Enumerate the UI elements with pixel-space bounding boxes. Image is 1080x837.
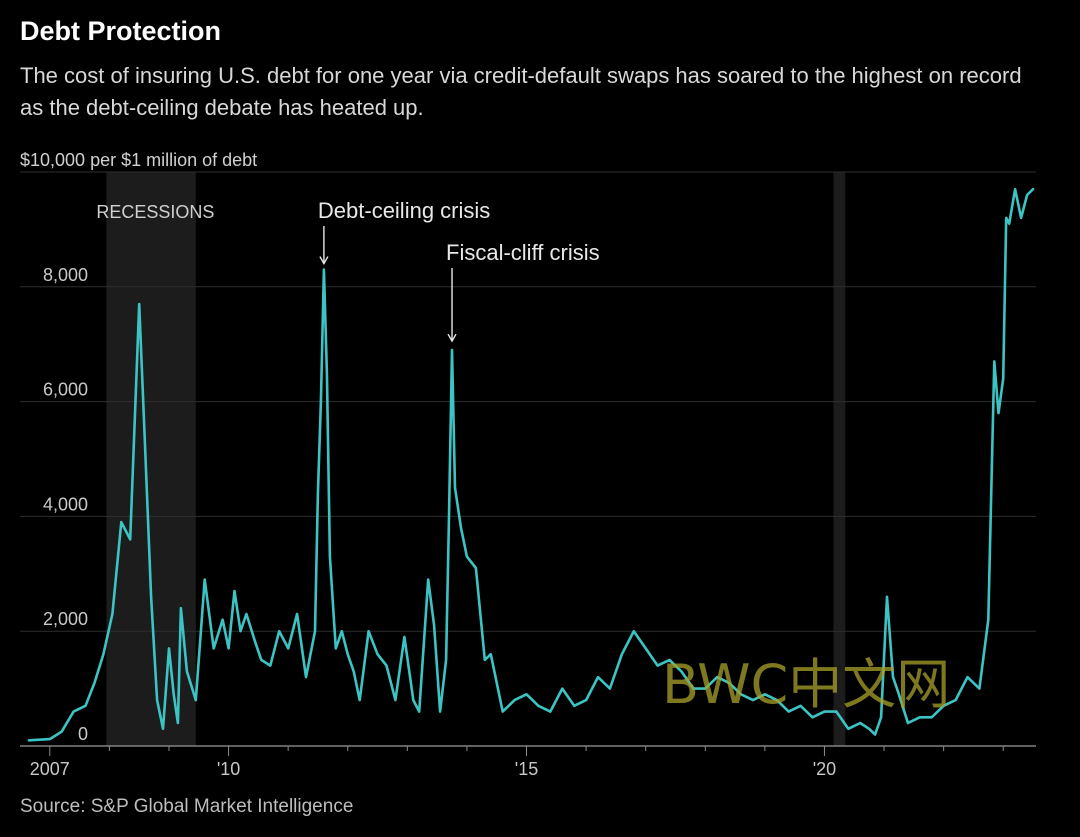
- recession-label: RECESSIONS: [96, 202, 214, 222]
- annotation-arrowhead: [319, 256, 329, 265]
- y-axis-label: $10,000 per $1 million of debt: [20, 150, 257, 170]
- chart-title: Debt Protection: [20, 16, 222, 46]
- annotation-label: Fiscal-cliff crisis: [446, 240, 600, 265]
- gridlines: [20, 171, 1036, 632]
- y-tick-label: 4,000: [43, 494, 88, 514]
- series: [27, 187, 1035, 742]
- y-tick-label: 2,000: [43, 609, 88, 629]
- y-tick-label: 6,000: [43, 380, 88, 400]
- annotation-arrowhead: [447, 333, 457, 343]
- recession-band: [833, 172, 846, 746]
- x-ticks: 2007 '10 '15 '20: [20, 745, 1036, 779]
- y-tick-label: 0: [78, 724, 88, 744]
- chart-subtitle: The cost of insuring U.S. debt for one y…: [20, 63, 1022, 120]
- x-tick-label: '15: [515, 759, 538, 779]
- annotation-label: Debt-ceiling crisis: [318, 198, 490, 223]
- series-line: [27, 187, 1035, 742]
- source-note: Source: S&P Global Market Intelligence: [20, 796, 354, 817]
- recession-band: [106, 172, 196, 746]
- annotations: Debt-ceiling crisis Fiscal-cliff crisis: [318, 198, 600, 343]
- x-tick-label: 2007: [30, 759, 70, 779]
- x-tick-label: '10: [217, 759, 240, 779]
- watermark-text: BWC中文网: [662, 653, 950, 716]
- y-tick-label: 8,000: [43, 265, 88, 285]
- x-tick-label: '20: [813, 759, 836, 779]
- y-ticks: 0 2,000 4,000 6,000 8,000: [43, 265, 88, 744]
